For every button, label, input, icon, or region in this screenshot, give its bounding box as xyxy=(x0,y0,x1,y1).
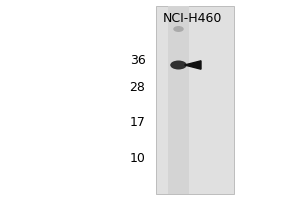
Polygon shape xyxy=(184,61,201,69)
Bar xyxy=(156,6,234,194)
Bar xyxy=(168,6,189,194)
Text: 10: 10 xyxy=(130,152,146,166)
Ellipse shape xyxy=(173,26,184,32)
Ellipse shape xyxy=(170,60,187,70)
Text: 28: 28 xyxy=(130,81,146,94)
Text: NCI-H460: NCI-H460 xyxy=(162,12,222,25)
Text: 36: 36 xyxy=(130,54,146,68)
Text: 17: 17 xyxy=(130,116,146,130)
